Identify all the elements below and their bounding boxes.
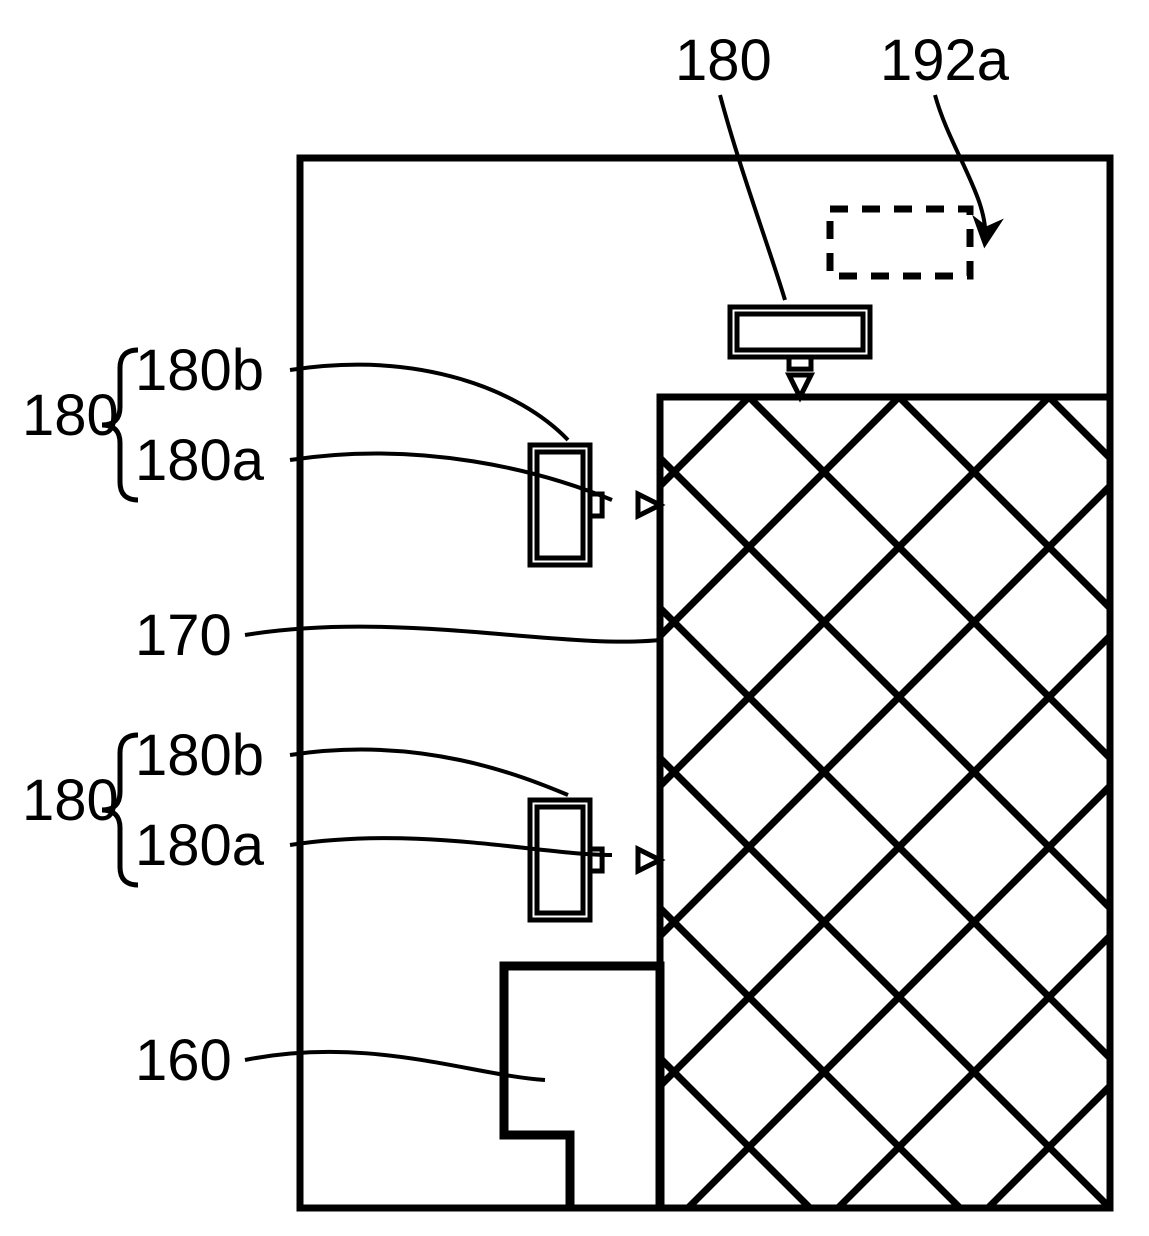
leader-mid_170 xyxy=(245,627,660,642)
leader-grp2_180a xyxy=(290,838,612,855)
dialog-top xyxy=(730,307,870,397)
dialog-bottom xyxy=(530,800,660,920)
leader-grp1_180b xyxy=(290,365,568,440)
dialog-mid xyxy=(530,445,660,565)
label-grp1_180a: 180a xyxy=(135,428,265,493)
label-grp1_180: 180 xyxy=(22,383,119,448)
leader-top_180 xyxy=(720,95,785,300)
label-grp2_180: 180 xyxy=(22,768,119,833)
label-grp2_180b: 180b xyxy=(135,723,264,788)
label-top_192a: 192a xyxy=(880,28,1010,93)
label-top_180: 180 xyxy=(675,28,772,93)
leader-grp1_180a xyxy=(290,454,612,500)
region-192a xyxy=(830,209,970,276)
region-170 xyxy=(660,397,1110,1208)
leader-top_192a xyxy=(935,95,985,242)
leader-grp2_180b xyxy=(290,750,568,795)
label-grp1_180b: 180b xyxy=(135,338,264,403)
technical-diagram: 180192a180b180a180170180b180a180160 xyxy=(0,0,1149,1231)
outer-frame xyxy=(300,158,1110,1208)
label-mid_170: 170 xyxy=(135,603,232,668)
label-grp2_180a: 180a xyxy=(135,813,265,878)
label-bot_160: 160 xyxy=(135,1028,232,1093)
region-160 xyxy=(504,966,660,1208)
